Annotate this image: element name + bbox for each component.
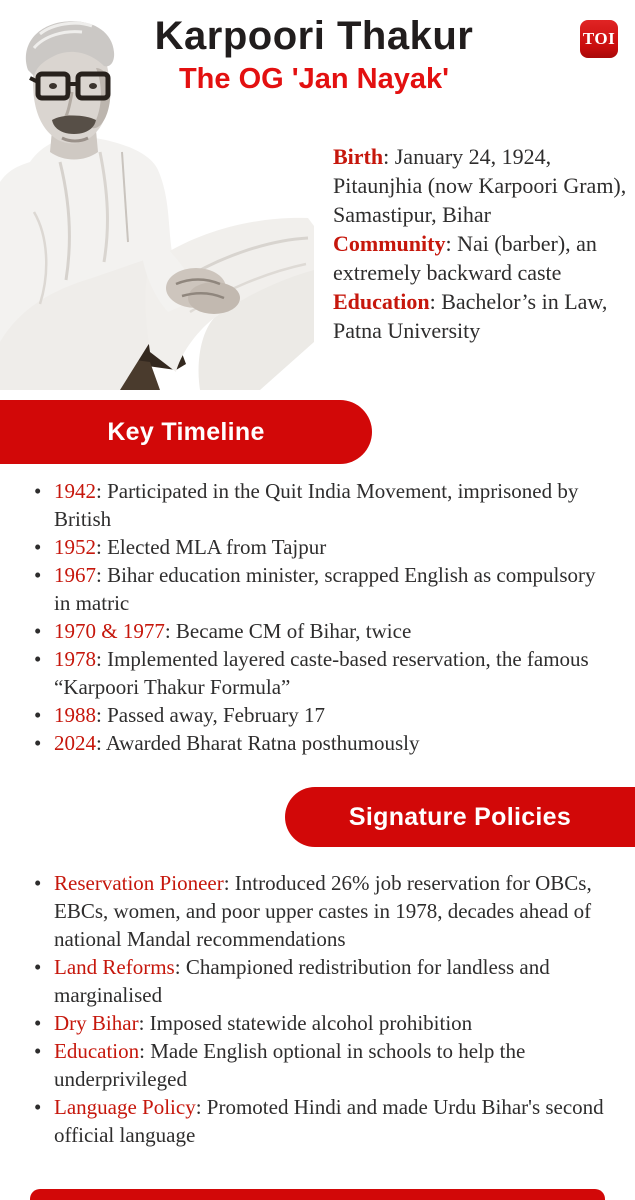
- bullet-icon: •: [34, 647, 42, 671]
- profile-education-label: Education: [333, 289, 430, 314]
- bullet-icon: •: [34, 1011, 42, 1035]
- timeline-list: • 1942: Participated in the Quit India Mo…: [30, 477, 614, 757]
- toi-logo-text: TOI: [582, 29, 616, 48]
- header: Karpoori Thakur The OG 'Jan Nayak': [118, 12, 510, 96]
- signature-policies-banner: Signature Policies: [285, 787, 635, 847]
- footer-bar: [30, 1189, 605, 1200]
- bullet-icon: •: [34, 479, 42, 503]
- timeline-item: • 1967: Bihar education minister, scrappe…: [34, 563, 596, 615]
- bullet-icon: •: [34, 535, 42, 559]
- profile-education-text: : Bachelor’s in Law, Patna University: [333, 289, 608, 343]
- karpoori-thakur-photo: [0, 21, 314, 390]
- policy-item: • Reservation Pioneer: Introduced 26% job…: [34, 871, 592, 951]
- key-timeline-banner-label: Key Timeline: [107, 417, 265, 446]
- profile-birth-text: : January 24, 1924, Pitaunjhia (now Karp…: [333, 144, 627, 227]
- profile-facts: Birth: January 24, 1924, Pitaunjhia (now…: [333, 142, 629, 345]
- key-timeline-banner: Key Timeline: [0, 400, 372, 464]
- policy-item: • Land Reforms: Championed redistribution…: [34, 955, 550, 1007]
- bullet-icon: •: [34, 1039, 42, 1063]
- profile-education: Education: Bachelor’s in Law, Patna Univ…: [333, 287, 629, 345]
- bullet-icon: •: [34, 871, 42, 895]
- profile-community-label: Community: [333, 231, 446, 256]
- profile-birth-label: Birth: [333, 144, 384, 169]
- timeline-item: • 1942: Participated in the Quit India Mo…: [34, 479, 579, 531]
- bullet-icon: •: [34, 563, 42, 587]
- bullet-icon: •: [34, 703, 42, 727]
- timeline-item: • 1952: Elected MLA from Tajpur: [34, 535, 327, 559]
- bullet-icon: •: [34, 731, 42, 755]
- bullet-icon: •: [34, 955, 42, 979]
- timeline-item: • 1978: Implemented layered caste-based r…: [34, 647, 589, 699]
- page-subtitle: The OG 'Jan Nayak': [178, 63, 450, 95]
- toi-logo: TOI: [580, 20, 618, 58]
- page-title: Karpoori Thakur: [154, 14, 474, 58]
- bullet-icon: •: [34, 1095, 42, 1119]
- policy-item: • Education: Made English optional in sch…: [34, 1039, 526, 1091]
- timeline-item: • 1988: Passed away, February 17: [34, 703, 326, 727]
- profile-birth: Birth: January 24, 1924, Pitaunjhia (now…: [333, 142, 629, 229]
- signature-policies-banner-label: Signature Policies: [348, 802, 572, 831]
- profile-community-text: : Nai (barber), an extremely backward ca…: [333, 231, 597, 285]
- timeline-item: • 2024: Awarded Bharat Ratna posthumously: [34, 731, 420, 755]
- policy-item: • Language Policy: Promoted Hindi and mad…: [34, 1095, 604, 1147]
- policies-list: • Reservation Pioneer: Introduced 26% job…: [30, 869, 614, 1149]
- profile-community: Community: Nai (barber), an extremely ba…: [333, 229, 629, 287]
- policy-item: • Dry Bihar: Imposed statewide alcohol pr…: [34, 1011, 473, 1035]
- bullet-icon: •: [34, 619, 42, 643]
- timeline-item: • 1970 & 1977: Became CM of Bihar, twice: [34, 619, 412, 643]
